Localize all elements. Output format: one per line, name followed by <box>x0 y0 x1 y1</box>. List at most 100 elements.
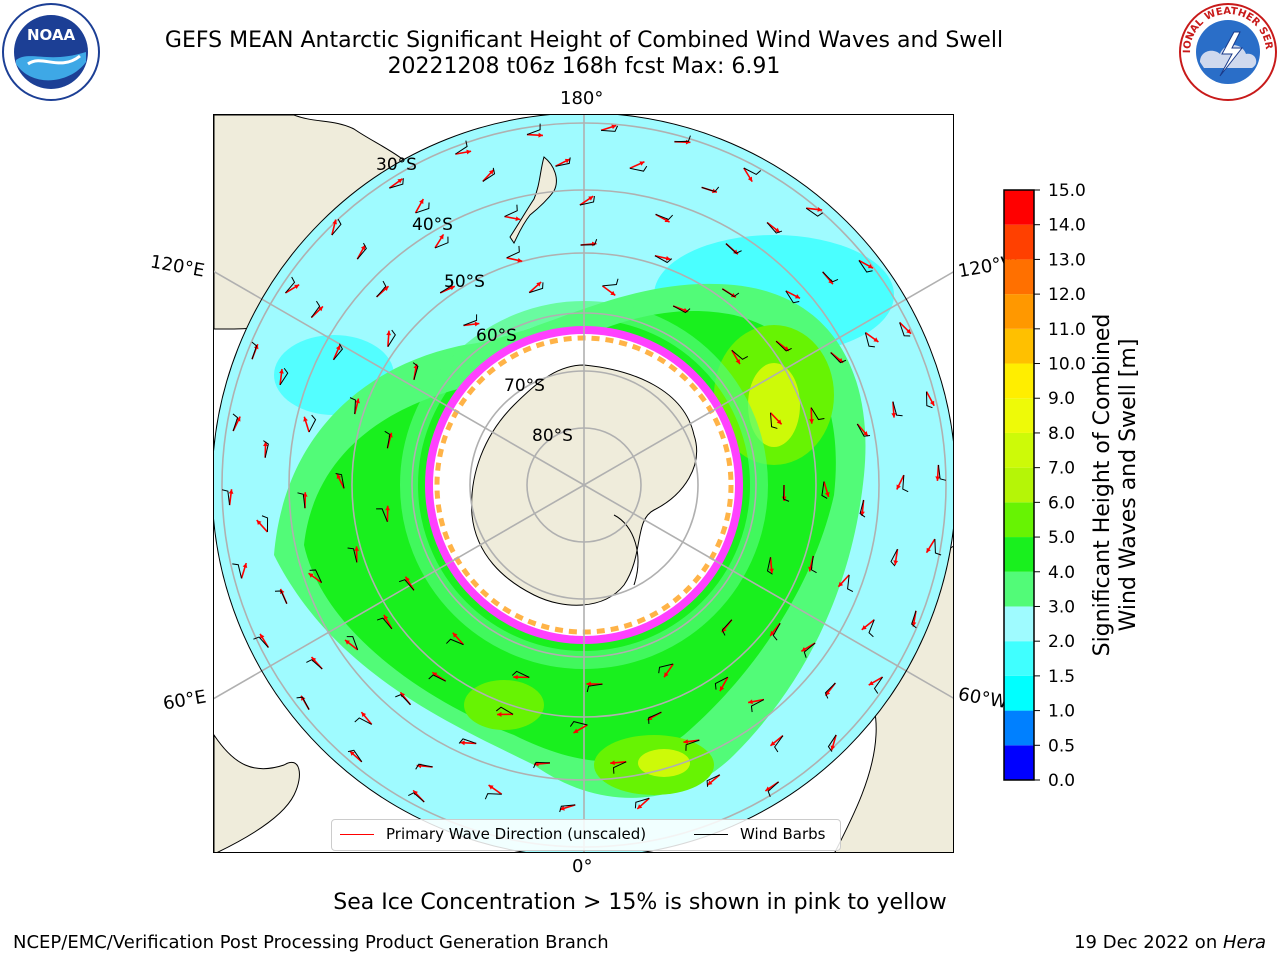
wave-arrow-head <box>639 161 645 166</box>
wind-barb <box>376 280 387 298</box>
wind-barb <box>714 676 729 690</box>
wind-barb <box>672 305 691 314</box>
wind-barb <box>349 397 356 415</box>
colorbar-tick-label: 0.0 <box>1048 771 1075 791</box>
wave-arrow-head <box>335 345 341 351</box>
wind-barb <box>634 797 650 809</box>
wind-barb <box>221 489 231 506</box>
wave-arrow-head <box>769 568 774 574</box>
wave-arrow-head <box>513 674 518 680</box>
wave-arrow-head <box>517 257 523 263</box>
wind-barb <box>782 484 790 502</box>
colorbar-segment <box>1004 259 1034 295</box>
wave-arrow-head <box>817 207 823 212</box>
wind-barb <box>463 314 478 326</box>
map-frame: 30°S 40°S 50°S 60°S 70°S 80°S Primary Wa… <box>213 114 954 853</box>
wave-arrow-head <box>564 158 570 164</box>
colorbar-tick-label: 11.0 <box>1048 320 1086 340</box>
wave-arrow-head <box>449 285 455 291</box>
wind-barb <box>821 481 828 499</box>
wave-arrow-head <box>794 294 800 299</box>
wind-barb <box>559 804 576 813</box>
wind-barb <box>263 440 269 458</box>
colorbar-tick-label: 1.0 <box>1048 702 1075 722</box>
wind-barb <box>309 569 323 583</box>
wind-barb <box>725 243 742 254</box>
wave-arrow-head <box>419 198 424 204</box>
colorbar-segment <box>1004 710 1034 746</box>
lon-label-180: 180° <box>560 88 604 109</box>
colorbar-segment <box>1004 537 1034 572</box>
colorbar-tick-label: 14.0 <box>1048 216 1086 236</box>
wind-barb <box>347 547 358 563</box>
wave-arrow-head <box>383 614 389 620</box>
colorbar-segment <box>1004 432 1034 468</box>
wind-barb <box>890 548 898 567</box>
wind-barb <box>580 238 598 246</box>
wind-barb <box>803 642 816 658</box>
wind-barb <box>586 683 603 693</box>
legend-item-wave-direction: Primary Wave Direction (unscaled) <box>340 825 646 843</box>
wind-barb <box>356 242 367 260</box>
wave-arrow-head <box>260 633 265 639</box>
wind-barb <box>434 236 449 249</box>
colorbar-tick-label: 6.0 <box>1048 493 1075 513</box>
wave-arrow-head <box>318 306 323 312</box>
wind-barb <box>654 255 673 264</box>
wind-barb <box>868 619 875 638</box>
wind-barb <box>415 202 430 214</box>
wind-barb <box>376 617 393 630</box>
wave-arrow-head <box>665 255 671 261</box>
wave-arrow-head <box>228 489 234 494</box>
colorbar-tick-label: 5.0 <box>1048 528 1075 548</box>
wave-arrow-head <box>536 281 542 287</box>
wave-arrow-head <box>707 780 713 786</box>
colorbar-tick-label: 2.0 <box>1048 632 1075 652</box>
wind-barb <box>526 123 541 136</box>
wind-barb <box>899 322 911 337</box>
map-legend: Primary Wave Direction (unscaled) Wind B… <box>331 819 841 851</box>
wave-arrow-head <box>303 416 308 422</box>
wind-barb <box>297 492 306 509</box>
wave-arrow-head <box>809 419 815 424</box>
wind-barb <box>251 341 258 360</box>
colorbar-segment <box>1004 363 1034 399</box>
colorbar-segment <box>1004 502 1034 538</box>
wave-arrow-head <box>432 672 438 677</box>
footer-producer: NCEP/EMC/Verification Post Processing Pr… <box>13 932 609 953</box>
colorbar-tick-label: 4.0 <box>1048 563 1075 583</box>
wind-barb <box>810 555 817 574</box>
lat-label-40: 40°S <box>412 215 453 235</box>
wind-barb <box>769 412 778 429</box>
wind-barb <box>750 699 765 713</box>
wave-arrow-head <box>911 621 917 627</box>
wind-barb <box>446 638 464 646</box>
wave-arrow-head <box>824 492 830 497</box>
wind-barb <box>335 472 345 489</box>
wind-barb <box>253 636 269 648</box>
wind-barb <box>612 761 627 774</box>
wave-arrow-head <box>515 216 521 222</box>
wind-barb <box>232 563 242 579</box>
wind-barb <box>926 391 933 409</box>
wind-barb <box>701 186 720 193</box>
wind-barb <box>458 738 477 744</box>
wind-barb <box>398 579 415 591</box>
wind-barb <box>767 781 779 798</box>
wave-arrow-head <box>336 473 342 479</box>
noaa-logo: NOAA <box>2 3 100 101</box>
wind-barb <box>308 414 317 433</box>
new-zealand-land <box>509 156 557 244</box>
wave-arrow-head <box>474 321 480 327</box>
wind-barb <box>911 610 917 629</box>
wind-barb <box>934 539 942 556</box>
wind-barb <box>873 676 883 694</box>
wind-barb <box>766 222 783 234</box>
wave-arrow-head <box>559 805 565 811</box>
wind-barb <box>830 352 847 364</box>
wave-arrow-head <box>867 263 873 269</box>
wind-barb <box>892 401 903 417</box>
wind-barb <box>722 288 740 298</box>
wave-arrow-head <box>735 359 740 365</box>
wind-barb <box>766 557 773 575</box>
